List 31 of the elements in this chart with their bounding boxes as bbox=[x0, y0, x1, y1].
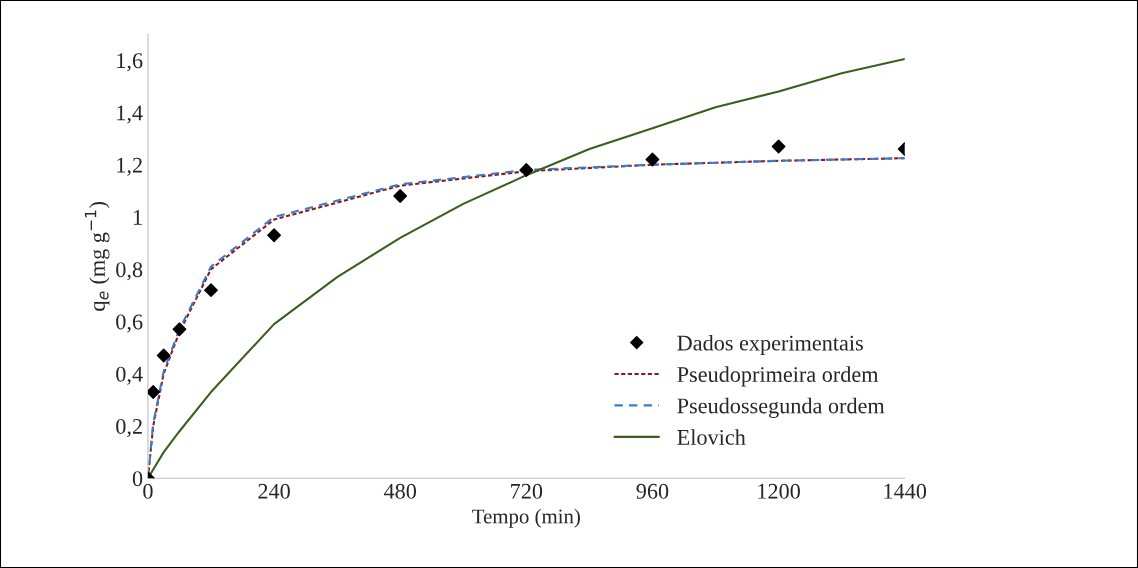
legend-label: Dados experimentais bbox=[677, 334, 863, 356]
point bbox=[267, 228, 281, 243]
y-tick-label: 0,4 bbox=[116, 366, 143, 385]
point bbox=[645, 152, 660, 167]
y-tick-label: 1,6 bbox=[117, 53, 143, 72]
point bbox=[393, 189, 408, 203]
x-tick-label: 960 bbox=[636, 483, 669, 499]
legend-label: Pseudoprimeira ordem bbox=[677, 366, 879, 387]
point bbox=[519, 163, 534, 177]
x-tick-label: 720 bbox=[511, 483, 543, 499]
legend-label: Pseudossegunda ordem bbox=[677, 397, 885, 418]
point bbox=[156, 348, 171, 363]
y-tick-label: 1,2 bbox=[117, 157, 142, 176]
x-tick-label: 1440 bbox=[884, 483, 927, 499]
point bbox=[147, 385, 161, 399]
y-tick-label: 1 bbox=[133, 210, 142, 225]
x-tick-label: 480 bbox=[383, 483, 417, 499]
point bbox=[771, 139, 786, 154]
point bbox=[172, 322, 187, 337]
x-tick-label: 0 bbox=[143, 483, 153, 499]
y-tick-label: 0 bbox=[132, 471, 143, 487]
legend-label: Elovich bbox=[677, 429, 746, 445]
x-axis-title: Tempo (min) bbox=[472, 508, 580, 528]
x-tick-label: 240 bbox=[258, 483, 290, 499]
point bbox=[204, 283, 218, 298]
y-tick-label: 0,2 bbox=[116, 418, 142, 438]
y-tick-label: 0,6 bbox=[116, 314, 143, 333]
y-tick-label: 1,4 bbox=[117, 105, 143, 124]
x-tick-label: 1200 bbox=[758, 483, 800, 499]
y-tick-label: 0,8 bbox=[116, 262, 143, 281]
y-axis-title: q$_{e}$ (mg g$^{−1}$) bbox=[84, 201, 110, 311]
